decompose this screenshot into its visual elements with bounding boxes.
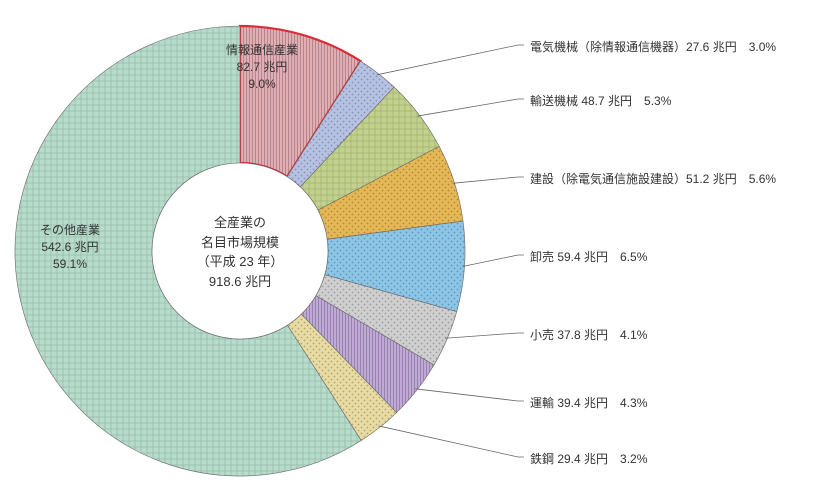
donut-hole — [152, 163, 328, 339]
leader-6 — [415, 389, 524, 401]
leader-1 — [377, 45, 524, 75]
leader-5 — [445, 333, 524, 338]
donut-svg — [0, 0, 819, 502]
leader-2 — [418, 99, 524, 116]
leader-7 — [378, 426, 524, 457]
leader-4 — [462, 255, 524, 267]
donut-chart: 全産業の 名目市場規模 （平成 23 年） 918.6 兆円 情報通信産業82.… — [0, 0, 819, 502]
leader-3 — [452, 177, 524, 183]
